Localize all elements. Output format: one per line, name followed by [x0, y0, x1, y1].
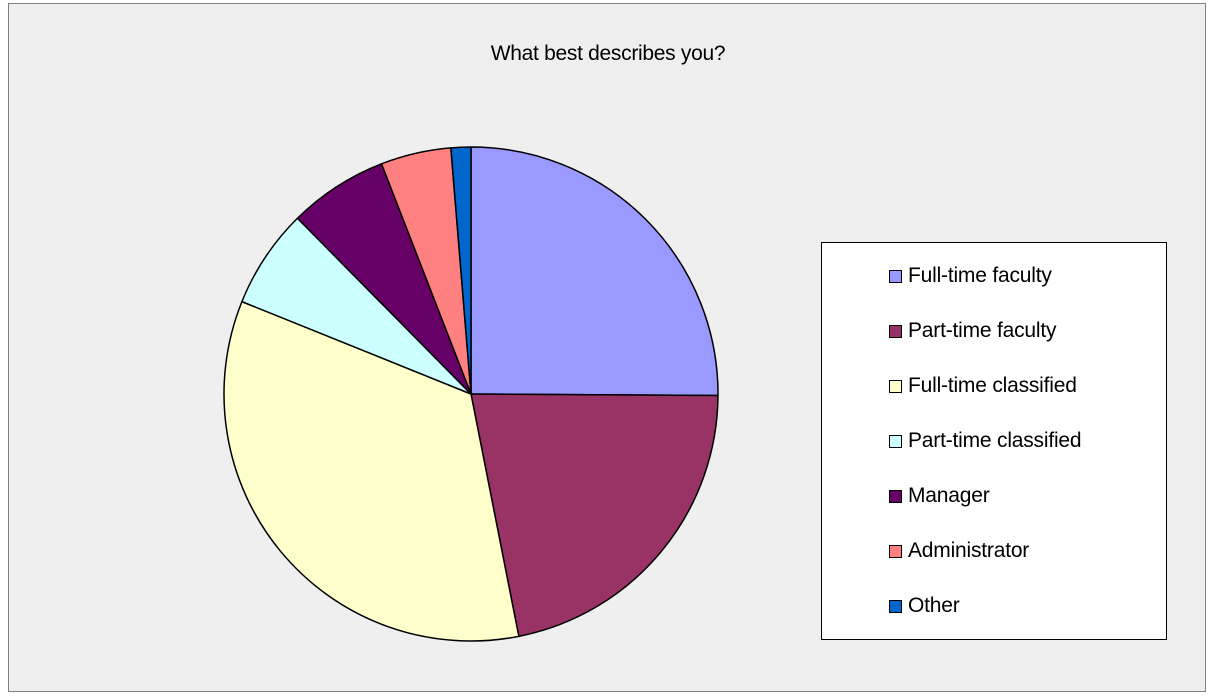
legend-label: Other: [908, 594, 960, 617]
pie-slice-other: [450, 146, 472, 395]
legend-item-part-time-faculty: Part-time faculty: [889, 316, 1057, 346]
legend-swatch: [889, 599, 902, 613]
legend-label: Full-time classified: [908, 374, 1077, 397]
chart-title: What best describes you?: [490, 42, 726, 65]
legend-label: Administrator: [908, 539, 1030, 562]
legend-swatch: [889, 544, 902, 558]
legend-swatch: [889, 434, 902, 448]
legend-swatch: [889, 489, 902, 503]
legend-item-administrator: Administrator: [889, 536, 1029, 566]
legend-item-full-time-classified: Full-time classified: [889, 371, 1077, 401]
legend-label: Manager: [908, 484, 990, 507]
legend-swatch: [889, 324, 902, 338]
legend-item-full-time-faculty: Full-time faculty: [889, 261, 1052, 291]
legend-swatch: [889, 269, 902, 283]
pie-chart: [223, 146, 719, 642]
legend-swatch: [889, 379, 902, 393]
pie-slice-full-time-classified: [223, 300, 520, 642]
legend: Full-time faculty Part-time faculty Full-t…: [821, 242, 1167, 640]
pie-slice-part-time-faculty: [470, 393, 719, 638]
legend-label: Full-time faculty: [908, 264, 1052, 287]
legend-item-manager: Manager: [889, 481, 990, 511]
legend-item-other: Other: [889, 591, 960, 621]
legend-label: Part-time faculty: [908, 319, 1057, 342]
legend-item-part-time-classified: Part-time classified: [889, 426, 1082, 456]
chart-area: What best describes you? Full-time facul…: [8, 3, 1206, 692]
legend-label: Part-time classified: [908, 429, 1082, 452]
pie-slice-full-time-faculty: [470, 146, 719, 397]
